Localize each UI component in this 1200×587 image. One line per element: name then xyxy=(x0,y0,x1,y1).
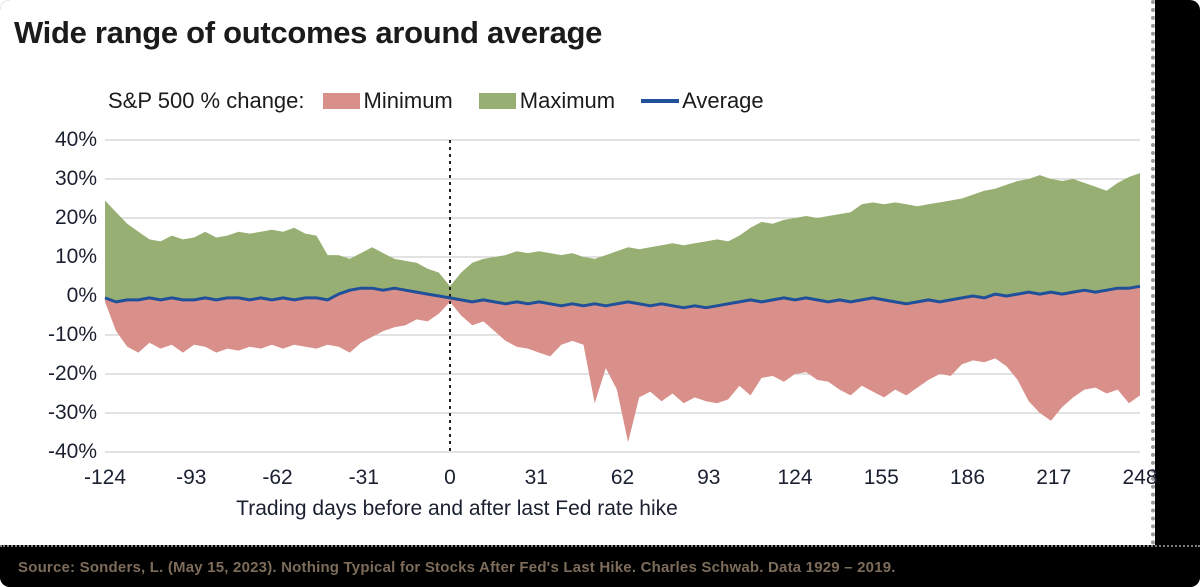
legend-item-label: Maximum xyxy=(519,88,616,113)
y-tick-label: 10% xyxy=(54,245,97,268)
legend-prefix-label: S&P 500 % change: xyxy=(108,88,305,113)
x-tick-label: 217 xyxy=(1036,466,1072,489)
x-tick-label: 248 xyxy=(1122,466,1158,489)
average-line-swatch-icon xyxy=(641,99,680,103)
y-tick-label: 0% xyxy=(66,284,97,307)
minimum-area xyxy=(105,286,1140,443)
y-tick-label: 20% xyxy=(54,206,97,229)
source-bar: Source: Sonders, L. (May 15, 2023). Noth… xyxy=(0,545,1200,587)
legend-item-minimum: Minimum xyxy=(322,88,453,114)
x-tick-label: -62 xyxy=(262,466,293,489)
x-tick-label: 31 xyxy=(524,466,548,489)
x-tick-label: 186 xyxy=(949,466,986,489)
x-tick-label: -124 xyxy=(83,466,127,489)
average-line xyxy=(104,284,1141,310)
chart-canvas: Wide range of outcomes around average S&… xyxy=(0,0,1158,545)
y-tick-label: 30% xyxy=(54,167,97,190)
legend-item-label: Minimum xyxy=(363,88,453,113)
legend-item-label: Average xyxy=(682,88,764,113)
minimum-swatch-icon xyxy=(322,93,360,109)
source-citation: Source: Sonders, L. (May 15, 2023). Noth… xyxy=(18,558,896,576)
x-tick-label: -31 xyxy=(348,466,379,489)
maximum-area xyxy=(105,173,1140,308)
y-tick-label: -20% xyxy=(47,362,97,385)
y-tick-label: -10% xyxy=(47,323,97,346)
x-axis-title: Trading days before and after last Fed r… xyxy=(236,497,678,520)
x-tick-label: 124 xyxy=(777,466,813,489)
x-tick-label: 155 xyxy=(863,466,899,489)
y-tick-label: -30% xyxy=(47,401,97,424)
legend-item-maximum: Maximum xyxy=(478,88,616,114)
legend: S&P 500 % change: Minimum Maximum Averag… xyxy=(108,87,790,115)
x-tick-label: 93 xyxy=(697,466,721,489)
y-tick-label: 40% xyxy=(54,128,97,151)
y-tick-label: -40% xyxy=(47,440,97,463)
chart-title: Wide range of outcomes around average xyxy=(14,15,603,50)
maximum-swatch-icon xyxy=(478,93,516,109)
legend-item-average: Average xyxy=(641,88,764,114)
plot-area xyxy=(104,139,1141,453)
x-tick-label: 0 xyxy=(444,466,456,489)
x-tick-label: 62 xyxy=(610,466,635,489)
x-tick-label: -93 xyxy=(176,466,207,489)
